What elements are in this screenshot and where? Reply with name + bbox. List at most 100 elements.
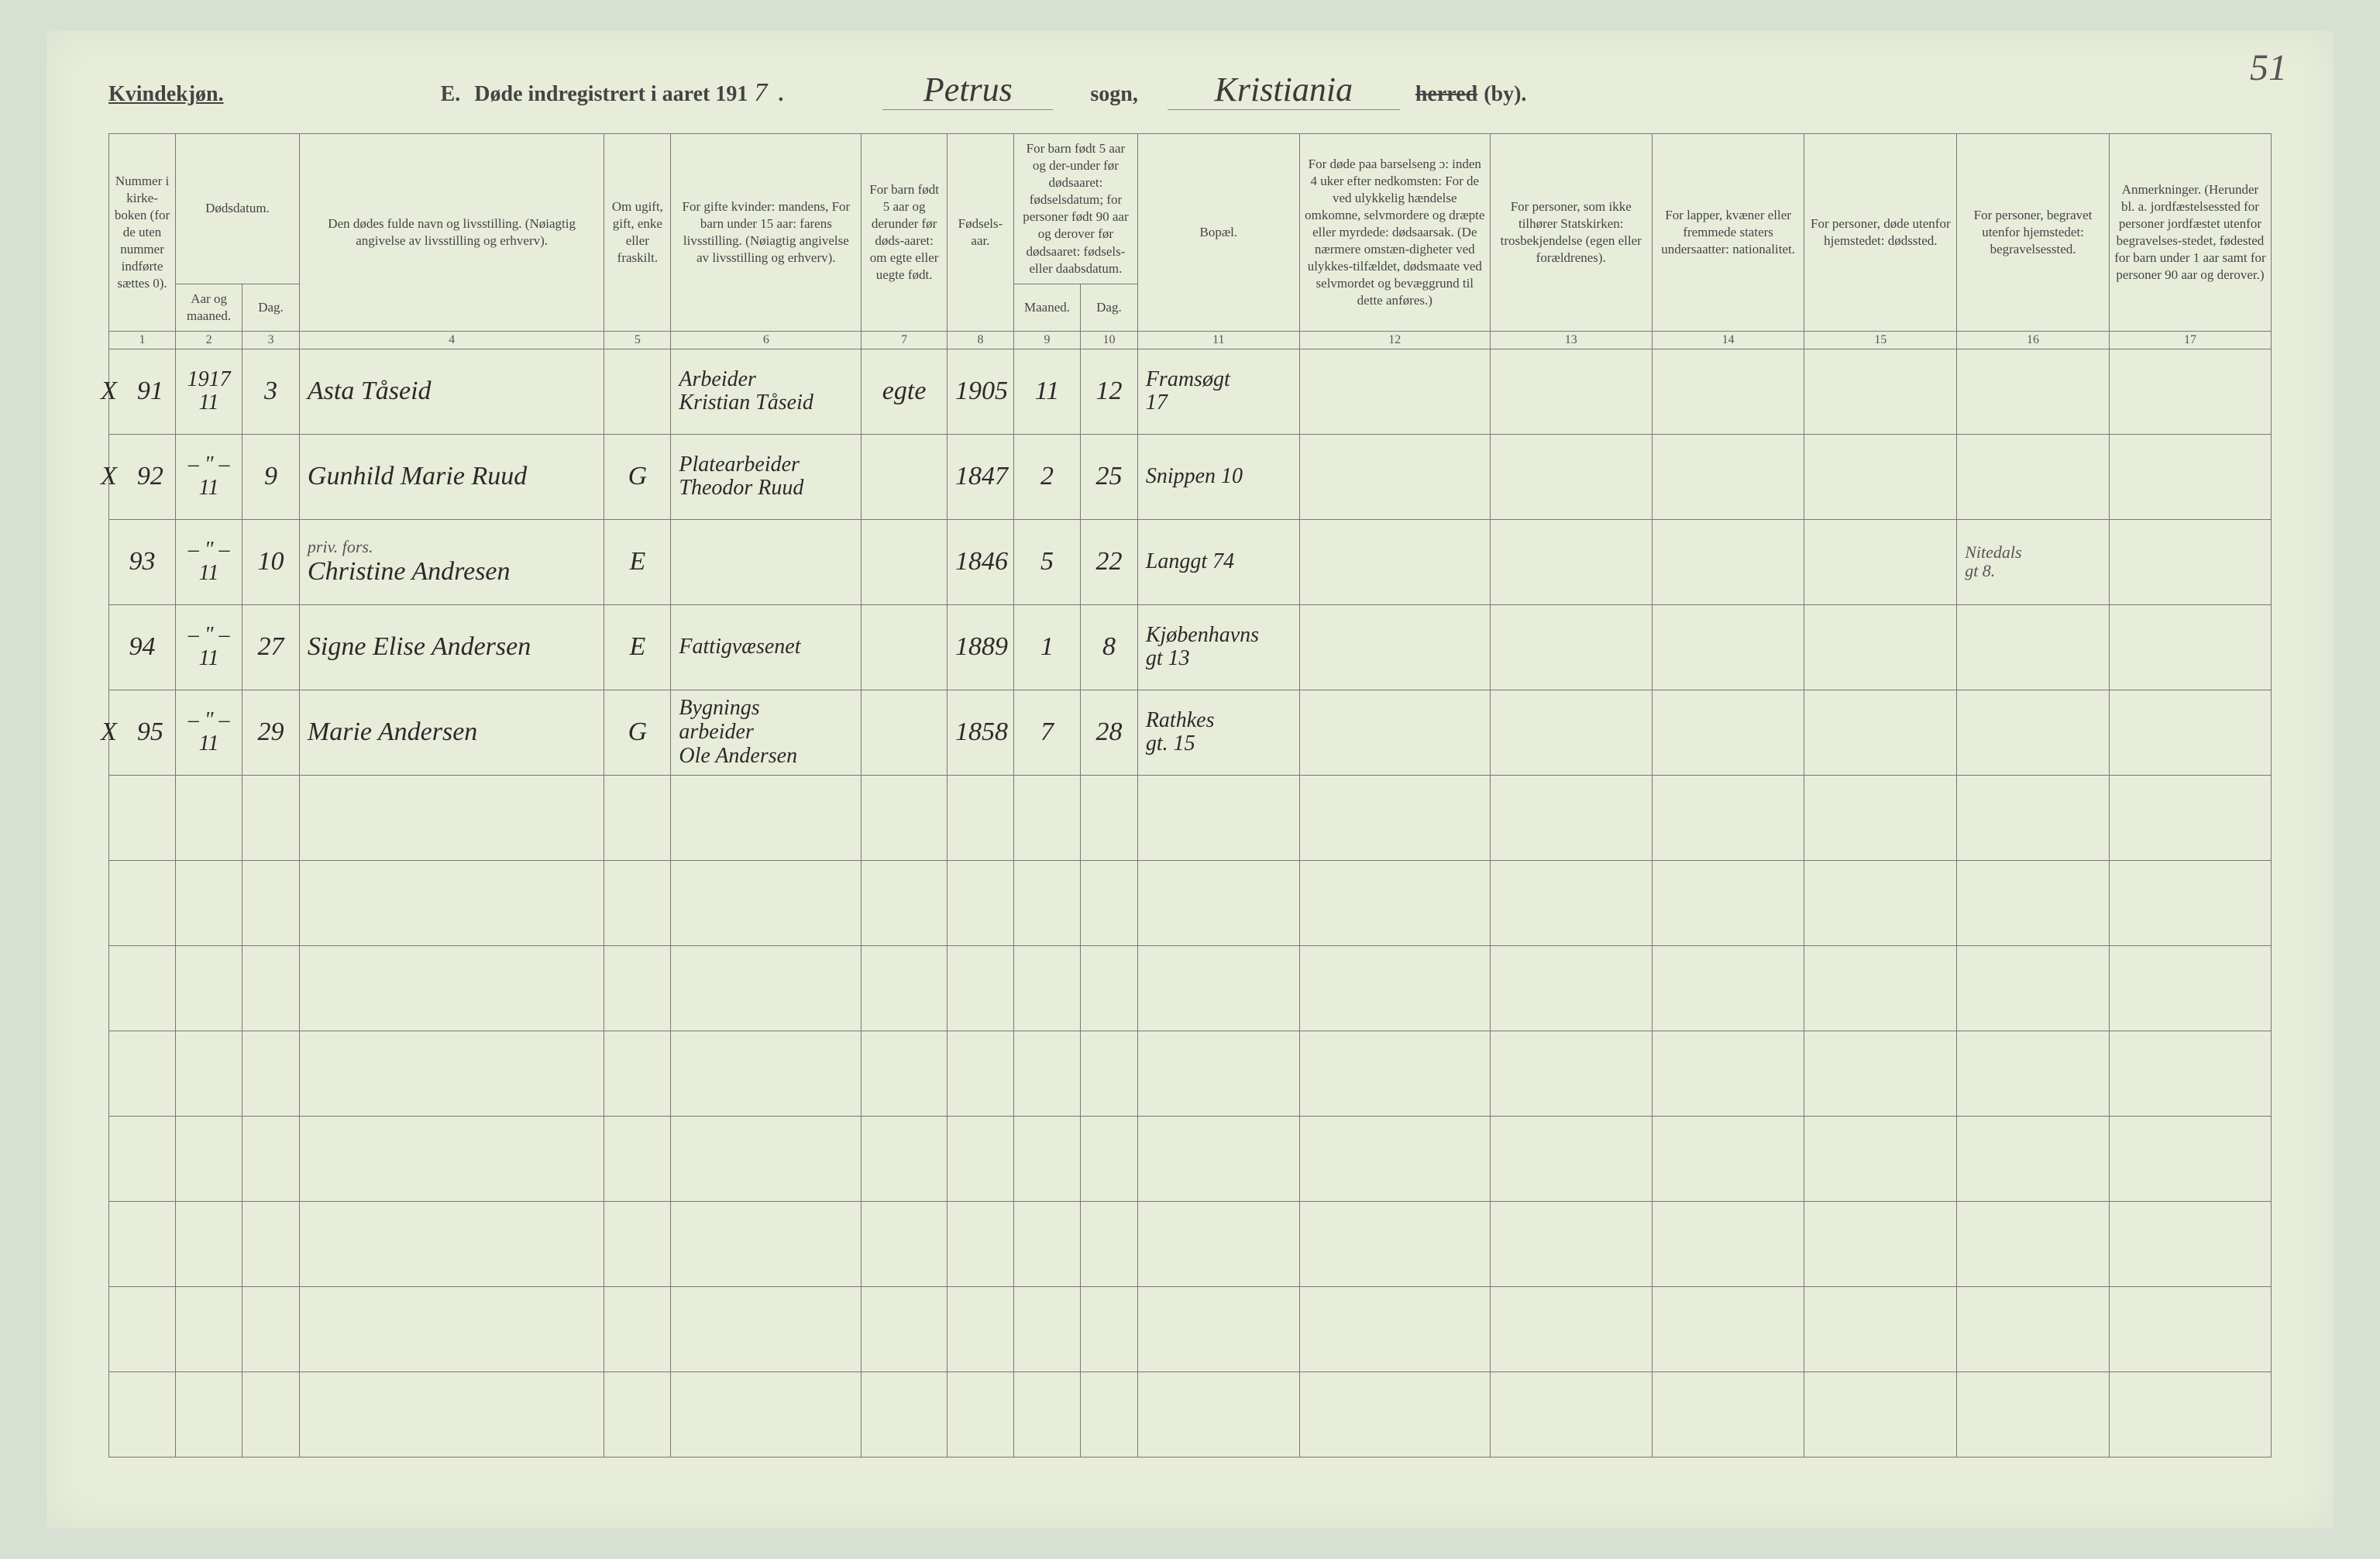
empty-cell xyxy=(862,775,948,860)
col-16 xyxy=(1957,434,2110,519)
death-day: 27 xyxy=(242,604,300,690)
col-header-2a: Aar og maaned. xyxy=(176,284,242,331)
empty-cell xyxy=(862,1031,948,1116)
empty-cell xyxy=(2109,860,2271,945)
empty-cell xyxy=(1014,1116,1081,1201)
empty-cell xyxy=(604,945,671,1031)
death-year-month: – " –11 xyxy=(176,690,242,775)
death-day: 10 xyxy=(242,519,300,604)
empty-cell xyxy=(1652,1371,1804,1457)
death-day: 3 xyxy=(242,349,300,434)
col-header-9-group: For barn født 5 aar og der-under før død… xyxy=(1014,134,1138,284)
empty-cell xyxy=(299,1031,604,1116)
empty-cell xyxy=(1137,1286,1299,1371)
empty-cell xyxy=(1081,1031,1138,1116)
empty-cell xyxy=(299,945,604,1031)
empty-cell xyxy=(242,860,300,945)
col-header-6: For gifte kvinder: mandens, For barn und… xyxy=(671,134,862,332)
table-row-empty xyxy=(109,1031,2272,1116)
year-suffix-handwritten: 7 xyxy=(754,78,767,108)
empty-cell xyxy=(862,1286,948,1371)
birth-day: 12 xyxy=(1081,349,1138,434)
entry-number: 94 xyxy=(109,604,176,690)
empty-cell xyxy=(1014,1201,1081,1286)
empty-cell xyxy=(242,1286,300,1371)
colnum: 17 xyxy=(2109,331,2271,349)
empty-cell xyxy=(1081,1201,1138,1286)
empty-cell xyxy=(109,775,176,860)
col-12 xyxy=(1299,349,1490,434)
empty-cell xyxy=(947,945,1013,1031)
empty-cell xyxy=(299,775,604,860)
col-header-15: For personer, døde utenfor hjemstedet: d… xyxy=(1804,134,1957,332)
relative-occupation: Fattigvæsenet xyxy=(671,604,862,690)
death-day: 9 xyxy=(242,434,300,519)
colnum: 16 xyxy=(1957,331,2110,349)
empty-cell xyxy=(947,860,1013,945)
relative-occupation: ArbeiderKristian Tåseid xyxy=(671,349,862,434)
col-header-2-group: Dødsdatum. xyxy=(176,134,300,284)
col-17 xyxy=(2109,349,2271,434)
legitimacy xyxy=(862,434,948,519)
empty-cell xyxy=(109,1116,176,1201)
col-header-4: Den dødes fulde navn og livsstilling. (N… xyxy=(299,134,604,332)
col-13 xyxy=(1490,519,1652,604)
col-17 xyxy=(2109,434,2271,519)
deceased-name: priv. fors.Christine Andresen xyxy=(299,519,604,604)
empty-cell xyxy=(299,1286,604,1371)
empty-cell xyxy=(1299,1371,1490,1457)
empty-cell xyxy=(1957,1371,2110,1457)
table-row-empty xyxy=(109,1286,2272,1371)
colnum: 7 xyxy=(862,331,948,349)
residence: Framsøgt17 xyxy=(1137,349,1299,434)
empty-cell xyxy=(671,775,862,860)
empty-cell xyxy=(671,1116,862,1201)
empty-cell xyxy=(299,1201,604,1286)
colnum: 6 xyxy=(671,331,862,349)
empty-cell xyxy=(176,860,242,945)
empty-cell xyxy=(1137,1201,1299,1286)
birth-month: 1 xyxy=(1014,604,1081,690)
empty-cell xyxy=(176,1371,242,1457)
empty-cell xyxy=(947,1371,1013,1457)
colnum: 3 xyxy=(242,331,300,349)
birth-year: 1846 xyxy=(947,519,1013,604)
empty-cell xyxy=(862,945,948,1031)
death-year-month: 191711 xyxy=(176,349,242,434)
empty-cell xyxy=(671,1286,862,1371)
table-row: 93– " –1110priv. fors.Christine Andresen… xyxy=(109,519,2272,604)
empty-cell xyxy=(2109,1201,2271,1286)
empty-cell xyxy=(109,1031,176,1116)
empty-cell xyxy=(1081,1116,1138,1201)
empty-cell xyxy=(1652,945,1804,1031)
empty-cell xyxy=(604,1201,671,1286)
col-header-5: Om ugift, gift, enke eller fraskilt. xyxy=(604,134,671,332)
empty-cell xyxy=(671,1371,862,1457)
empty-cell xyxy=(242,775,300,860)
empty-cell xyxy=(1014,1371,1081,1457)
col-header-8: Fødsels-aar. xyxy=(947,134,1013,332)
col-12 xyxy=(1299,690,1490,775)
empty-cell xyxy=(671,1031,862,1116)
colnum: 15 xyxy=(1804,331,1957,349)
empty-cell xyxy=(1804,775,1957,860)
empty-cell xyxy=(1299,945,1490,1031)
table-row: X911917113Asta TåseidArbeiderKristian Tå… xyxy=(109,349,2272,434)
table-head: Nummer i kirke-boken (for de uten nummer… xyxy=(109,134,2272,349)
empty-cell xyxy=(1652,860,1804,945)
empty-cell xyxy=(1014,1286,1081,1371)
colnum: 8 xyxy=(947,331,1013,349)
empty-cell xyxy=(947,1116,1013,1201)
table-row: 94– " –1127Signe Elise AndersenEFattigvæ… xyxy=(109,604,2272,690)
empty-cell xyxy=(299,1371,604,1457)
col-14 xyxy=(1652,434,1804,519)
empty-cell xyxy=(1014,945,1081,1031)
empty-cell xyxy=(1957,1116,2110,1201)
empty-cell xyxy=(2109,1031,2271,1116)
empty-cell xyxy=(1490,1201,1652,1286)
col-header-17: Anmerkninger. (Herunder bl. a. jordfæste… xyxy=(2109,134,2271,332)
col-header-14: For lapper, kvæner eller fremmede stater… xyxy=(1652,134,1804,332)
header-center: E. Døde indregistrert i aaret 191 7 . Pe… xyxy=(441,70,1527,110)
title-prefix: Døde indregistrert i aaret 191 xyxy=(474,82,748,107)
birth-year: 1889 xyxy=(947,604,1013,690)
